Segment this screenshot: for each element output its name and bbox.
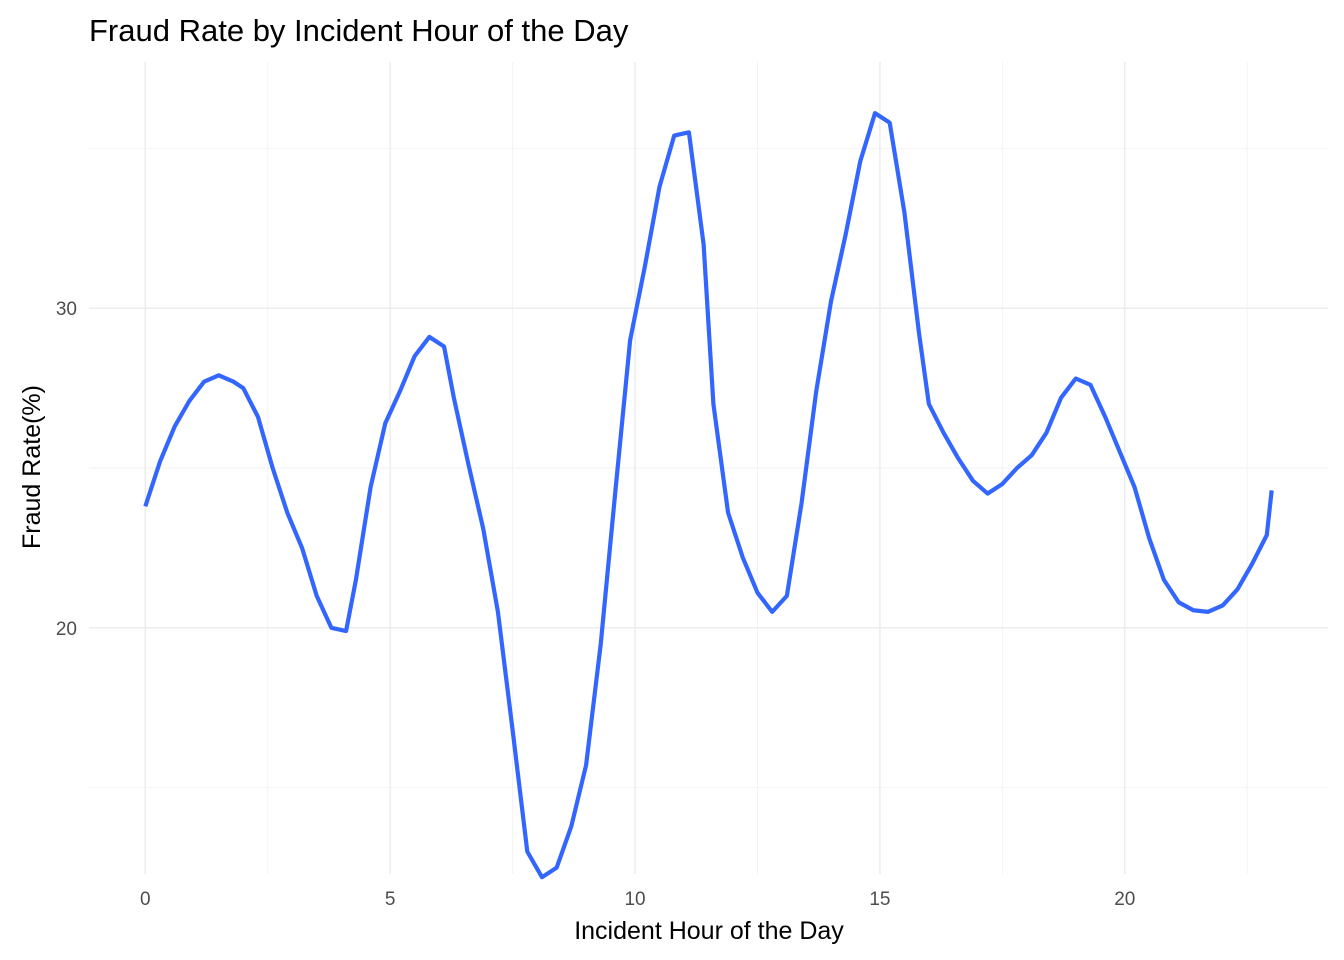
x-tick-label: 15 [869,889,890,910]
y-axis-title: Fraud Rate(%) [18,385,46,549]
tick-labels: 0 5 10 15 20 20 30 [56,299,1135,910]
x-tick-label: 5 [385,889,396,910]
series-line [143,111,1274,880]
x-tick-label: 10 [624,889,645,910]
y-tick-label: 30 [56,299,77,320]
series-layer [143,111,1274,880]
x-axis-title: Incident Hour of the Day [574,917,844,945]
chart-title: Fraud Rate by Incident Hour of the Day [89,13,629,48]
x-tick-label: 0 [140,889,151,910]
y-tick-label: 20 [56,619,77,640]
x-tick-label: 20 [1114,889,1135,910]
